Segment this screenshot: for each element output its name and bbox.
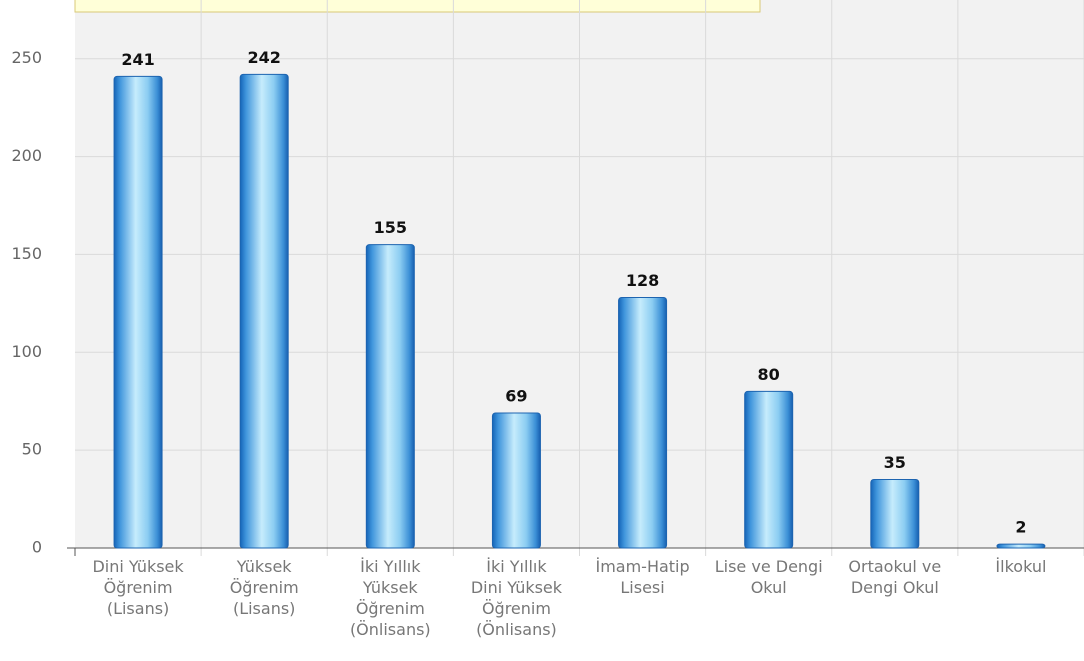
value-label: 242 xyxy=(247,48,280,67)
y-tick-label: 150 xyxy=(11,244,42,263)
x-tick-label: Yüksek Öğrenim (Lisans) xyxy=(229,557,299,618)
x-tick-label: İmam-Hatip Lisesi xyxy=(595,557,690,597)
value-label: 80 xyxy=(758,365,780,384)
x-tick-label: Lise ve Dengi Okul xyxy=(714,557,823,597)
bar xyxy=(113,75,163,549)
tooltip-box xyxy=(74,0,761,13)
x-tick-label: İlkokul xyxy=(995,557,1047,576)
bar xyxy=(491,412,541,549)
bar xyxy=(870,479,920,549)
y-tick-label: 50 xyxy=(22,440,42,459)
x-tick-label: İki Yıllık Dini Yüksek Öğrenim (Önlisans… xyxy=(470,557,563,639)
x-tick-label: İki Yıllık Yüksek Öğrenim (Önlisans) xyxy=(349,557,431,639)
value-label: 128 xyxy=(626,271,659,290)
bar xyxy=(996,543,1046,549)
x-tick-label: Ortaokul ve Dengi Okul xyxy=(848,557,942,597)
value-label: 241 xyxy=(121,50,154,69)
y-tick-label: 250 xyxy=(11,48,42,67)
value-label: 35 xyxy=(884,453,906,472)
value-label: 2 xyxy=(1015,518,1026,537)
value-label: 155 xyxy=(374,218,407,237)
bar xyxy=(365,244,415,549)
bar xyxy=(618,296,668,549)
value-label: 69 xyxy=(505,386,527,405)
y-tick-label: 200 xyxy=(11,146,42,165)
y-tick-label: 0 xyxy=(32,538,42,557)
bar xyxy=(239,73,289,549)
y-tick-label: 100 xyxy=(11,342,42,361)
bar xyxy=(744,390,794,549)
x-tick-label: Dini Yüksek Öğrenim (Lisans) xyxy=(92,557,184,618)
